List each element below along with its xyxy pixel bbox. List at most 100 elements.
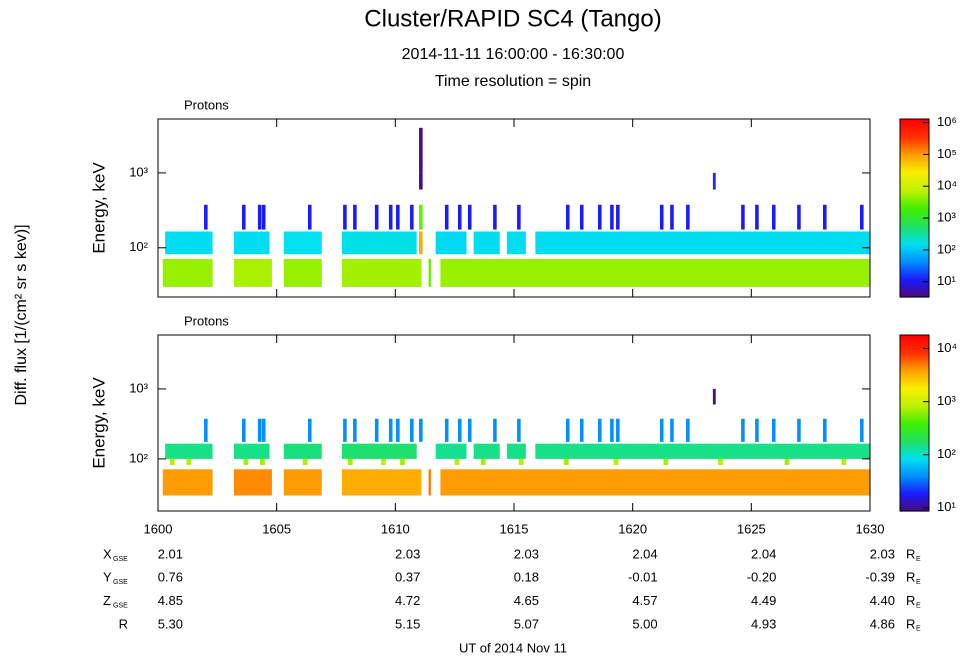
spectrogram-cell xyxy=(410,418,414,442)
colorbar-swatch xyxy=(900,392,929,395)
orbit-value: 2.03 xyxy=(395,546,420,561)
colorbar-swatch xyxy=(900,192,929,196)
colorbar-swatch xyxy=(900,396,929,400)
colorbar-swatch xyxy=(900,139,929,142)
colorbar-swatch xyxy=(900,484,929,488)
spectrogram-cell xyxy=(473,443,500,459)
colorbar-swatch xyxy=(900,348,929,351)
colorbar-swatch xyxy=(900,232,929,236)
spectrogram-cell xyxy=(343,204,347,230)
colorbar-swatch xyxy=(900,245,929,249)
spectrogram-cell xyxy=(506,443,526,459)
spectrogram-cell xyxy=(473,231,500,255)
colorbar-swatch xyxy=(900,290,929,294)
colorbar-tick-label: 10³ xyxy=(937,393,956,408)
spectrogram-cell xyxy=(712,388,716,405)
colorbar-swatch xyxy=(900,354,929,358)
colorbar-swatch xyxy=(900,250,929,254)
colorbar-swatch xyxy=(900,500,929,503)
spectrogram-cell xyxy=(260,458,265,465)
spectrogram-cell xyxy=(381,458,386,465)
colorbar-swatch xyxy=(900,241,929,245)
spectrogram-cell xyxy=(283,443,322,459)
spectrogram-cell xyxy=(860,418,864,442)
colorbar-swatch xyxy=(900,183,929,187)
colorbar-swatch xyxy=(900,357,929,360)
spectrogram-cell xyxy=(374,418,379,442)
colorbar-swatch xyxy=(900,259,929,262)
spectrogram-cell xyxy=(162,258,213,287)
colorbar-swatch xyxy=(900,475,929,479)
colorbar-swatch xyxy=(900,181,929,185)
colorbar-swatch xyxy=(900,508,929,512)
orbit-unit: R xyxy=(906,546,915,561)
spectrogram-cell xyxy=(579,418,584,442)
spectrogram-cell xyxy=(535,231,870,255)
colorbar-swatch xyxy=(900,390,929,393)
colorbar-swatch xyxy=(900,438,929,442)
spectrogram-cell xyxy=(467,418,472,442)
x-tick-label: 1615 xyxy=(500,521,529,536)
spectrogram-cell xyxy=(670,204,674,230)
orbit-value: -0.20 xyxy=(747,570,777,585)
spectrogram-cell xyxy=(347,458,353,465)
spectrogram-cell xyxy=(598,204,602,230)
colorbar-tick-label: 10¹ xyxy=(937,273,956,288)
colorbar-swatch xyxy=(900,343,929,347)
orbit-value: 5.07 xyxy=(514,616,539,631)
colorbar-tick-label: 10² xyxy=(937,241,956,256)
spectrogram-cell xyxy=(165,443,213,459)
colorbar-swatch xyxy=(900,294,929,298)
spectrogram-cell xyxy=(444,204,449,230)
colorbar-swatch xyxy=(900,427,929,431)
spectrogram-cell xyxy=(771,418,776,442)
colorbar-swatch xyxy=(900,212,929,216)
colorbar-swatch xyxy=(900,147,929,151)
colorbar-tick-label: 10⁶ xyxy=(937,114,957,129)
spectrogram-cell xyxy=(797,418,801,442)
spectrogram-cell xyxy=(823,418,827,442)
colorbar-swatch xyxy=(900,194,929,198)
colorbar-frame xyxy=(899,118,930,298)
spectrogram-cell xyxy=(419,418,423,442)
spectrogram-cell xyxy=(165,231,213,255)
colorbar-swatch xyxy=(900,272,929,276)
colorbar-swatch xyxy=(900,486,929,490)
spectrogram-cell xyxy=(712,172,716,190)
orbit-label-sub: GSE xyxy=(113,556,128,563)
colorbar-swatch xyxy=(900,414,929,417)
colorbar-swatch xyxy=(900,467,929,470)
spectrogram-cell xyxy=(440,469,870,496)
colorbar-swatch xyxy=(900,458,929,461)
colorbar-swatch xyxy=(900,161,929,165)
spectrogram-cell xyxy=(257,418,262,442)
colorbar-swatch xyxy=(900,447,929,450)
spectrogram-cell xyxy=(353,204,357,230)
colorbar-swatch xyxy=(900,165,929,169)
colorbar-swatch xyxy=(900,292,929,296)
colorbar-swatch xyxy=(900,154,929,158)
colorbar-tick-label: 10¹ xyxy=(937,499,956,514)
colorbar-swatch xyxy=(900,119,929,122)
colorbar-swatch xyxy=(900,469,929,472)
spectrogram-cell xyxy=(435,231,467,255)
colorbar-swatch xyxy=(900,221,929,225)
spectrogram-cell xyxy=(659,418,664,442)
colorbar-swatch xyxy=(900,449,929,453)
colorbar-swatch xyxy=(900,429,929,433)
spectrogram-cell xyxy=(257,204,262,230)
spectrogram-cell xyxy=(517,418,521,442)
orbit-unit-sub: E xyxy=(916,602,921,609)
spectrogram-cell xyxy=(283,258,322,287)
spectrogram-cell xyxy=(353,418,357,442)
colorbar-swatch xyxy=(900,203,929,207)
colorbar-swatch xyxy=(900,368,929,371)
colorbar-swatch xyxy=(900,185,929,189)
spectrogram-cell xyxy=(784,458,790,465)
colorbar-swatch xyxy=(900,274,929,278)
colorbar-swatch xyxy=(900,234,929,238)
colorbar-swatch xyxy=(900,134,929,138)
spectrogram-cell xyxy=(233,258,272,287)
spectrogram-cell xyxy=(860,204,864,230)
spectrogram-cell xyxy=(670,418,674,442)
